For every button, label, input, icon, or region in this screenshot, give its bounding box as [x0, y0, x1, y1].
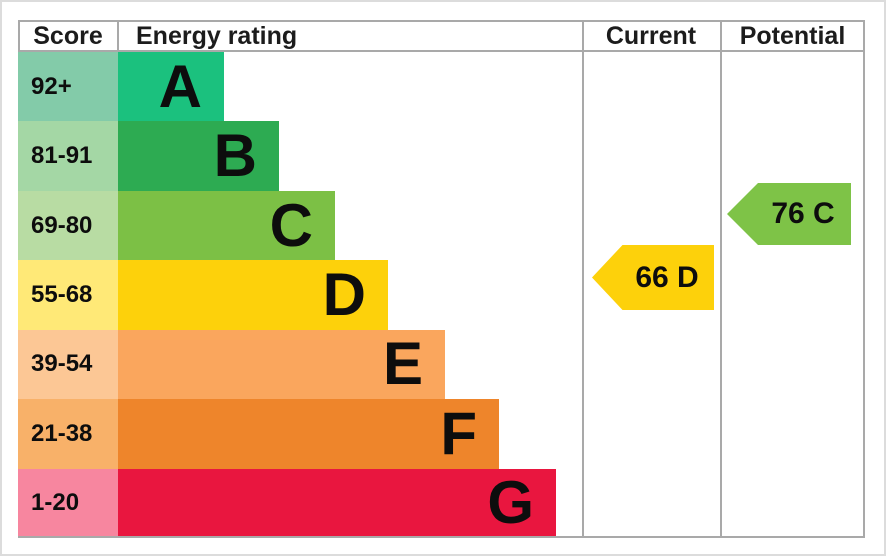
table-right-border: [863, 20, 865, 538]
band-bar: B: [118, 121, 279, 191]
band-bar: D: [118, 260, 388, 330]
potential-rating-arrow: 76 C: [727, 183, 851, 245]
band-row-b: 81-91 B: [18, 121, 865, 191]
potential-rating-label: 76 C: [771, 197, 835, 230]
band-row-g: 1-20 G: [18, 468, 865, 538]
band-score-range: 81-91: [18, 121, 118, 191]
band-letter: F: [440, 399, 477, 467]
header-score: Score: [33, 21, 103, 50]
band-letter: A: [158, 52, 202, 120]
band-score-range: 92+: [18, 52, 118, 122]
header-left-border: [18, 20, 20, 52]
band-row-e: 39-54 E: [18, 329, 865, 400]
band-score-range: 1-20: [18, 468, 118, 538]
current-column-divider: [582, 20, 584, 538]
potential-column-divider: [720, 20, 722, 538]
current-rating-label: 66 D: [635, 260, 699, 294]
band-row-c: 69-80 C: [18, 190, 865, 261]
band-bar: E: [118, 329, 445, 400]
band-row-a: 92+ A: [18, 52, 865, 122]
band-bar: F: [118, 399, 499, 469]
band-score-range: 55-68: [18, 260, 118, 330]
band-row-f: 21-38 F: [18, 399, 865, 469]
header-potential: Potential: [739, 21, 846, 50]
band-score-range: 69-80: [18, 190, 118, 261]
band-score-range: 39-54: [18, 329, 118, 400]
header-energy-rating: Energy rating: [136, 21, 298, 50]
band-letter: E: [382, 330, 423, 398]
band-bar: A: [118, 52, 224, 122]
band-score-range: 21-38: [18, 399, 118, 469]
band-letter: B: [213, 122, 257, 190]
band-bar: G: [118, 468, 556, 538]
band-letter: C: [269, 191, 313, 259]
score-header-divider: [117, 20, 119, 52]
table-bottom-border: [18, 536, 865, 538]
table-top-border: [18, 20, 865, 22]
band-letter: D: [322, 260, 366, 328]
band-row-d: 55-68 D: [18, 260, 865, 330]
header-underline: [18, 50, 865, 52]
band-bar: C: [118, 190, 335, 261]
header-current: Current: [605, 21, 697, 50]
band-letter: G: [487, 469, 534, 537]
